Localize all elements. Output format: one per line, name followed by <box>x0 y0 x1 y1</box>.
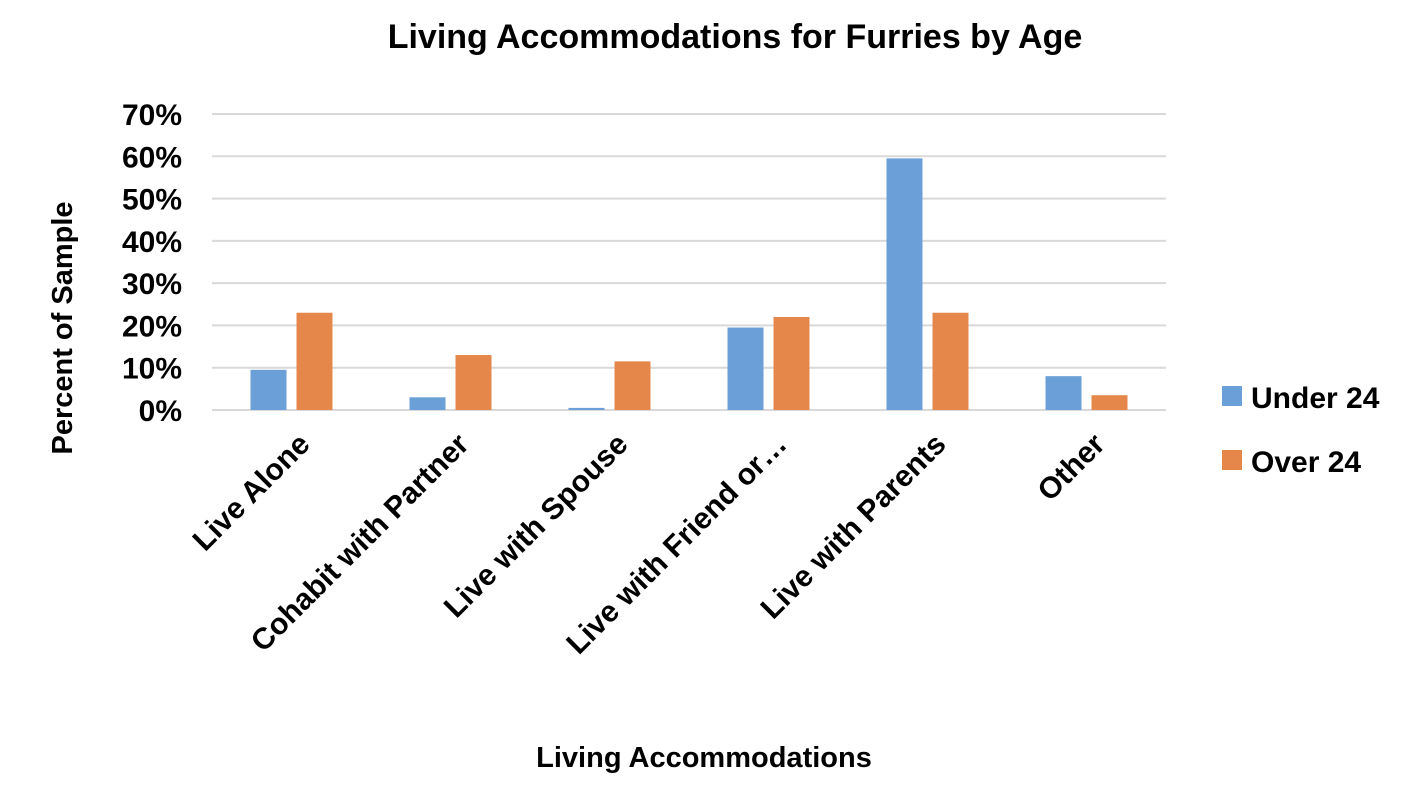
bar-under-24 <box>727 327 764 410</box>
bar-under-24 <box>1045 376 1082 410</box>
legend-swatch <box>1222 386 1242 406</box>
y-tick-label: 10% <box>122 353 182 386</box>
y-tick-label: 70% <box>122 99 182 132</box>
legend-swatch <box>1222 450 1242 470</box>
y-axis-ticks: 0% 10% 20% 30% 40% 50% 60% 70% <box>122 99 182 428</box>
bar-over-24 <box>932 312 969 410</box>
y-tick-label: 0% <box>139 395 182 428</box>
bar-over-24 <box>773 316 810 410</box>
bar-under-24 <box>886 158 923 410</box>
y-axis-title: Percent of Sample <box>47 201 79 454</box>
y-tick-label: 40% <box>122 226 182 259</box>
x-category-label: Live Alone <box>187 428 317 558</box>
bar-over-24 <box>1091 395 1128 410</box>
bar-over-24 <box>614 361 651 410</box>
y-tick-label: 30% <box>122 268 182 301</box>
legend: Under 24 Over 24 <box>1222 382 1380 479</box>
bars <box>250 158 1128 410</box>
gridlines <box>212 113 1166 411</box>
chart-title: Living Accommodations for Furries by Age <box>388 18 1083 56</box>
bar-over-24 <box>455 355 492 410</box>
y-tick-label: 50% <box>122 184 182 217</box>
x-category-label: Other <box>1032 427 1112 507</box>
bar-under-24 <box>568 407 605 410</box>
bar-over-24 <box>296 312 333 410</box>
legend-label: Over 24 <box>1251 446 1361 479</box>
bar-under-24 <box>250 369 287 410</box>
legend-label: Under 24 <box>1251 382 1380 415</box>
y-tick-label: 60% <box>122 141 182 174</box>
bar-under-24 <box>409 397 446 410</box>
y-tick-label: 20% <box>122 310 182 343</box>
x-axis-title: Living Accommodations <box>536 742 872 774</box>
